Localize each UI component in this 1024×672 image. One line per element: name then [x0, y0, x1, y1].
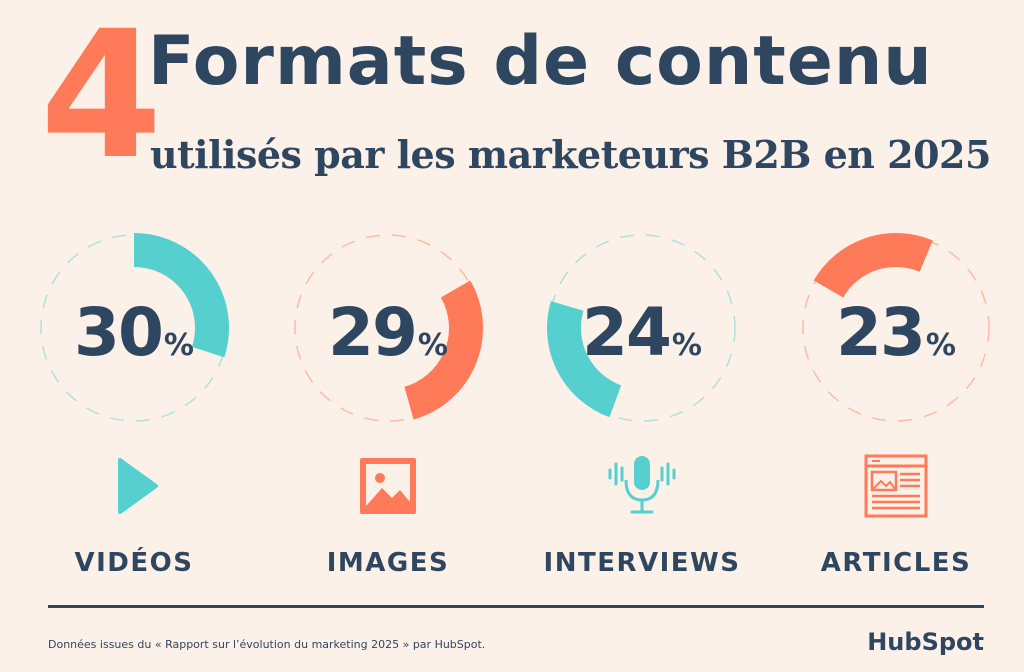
percentage-symbol: %: [926, 328, 956, 363]
microphone-icon: [606, 450, 678, 522]
category-label: IMAGES: [268, 548, 508, 578]
page-title: Formats de contenu: [148, 28, 933, 96]
donut-segment: [828, 250, 926, 289]
percentage-symbol: %: [672, 328, 702, 363]
chart-card-interviews: 24% INTERVIEWS: [522, 228, 742, 598]
chart-card-videos: 30% VIDÉOS: [14, 228, 234, 598]
source-note: Données issues du « Rapport sur l’évolut…: [48, 638, 485, 651]
hubspot-logo: HubSpot: [867, 628, 984, 656]
category-label: ARTICLES: [776, 548, 1016, 578]
percentage-number: 29: [328, 294, 416, 371]
percentage-value: 23%: [776, 294, 1016, 371]
image-icon: [352, 450, 424, 522]
chart-card-articles: 23% ARTICLES: [776, 228, 996, 598]
chart-card-images: 29% IMAGES: [268, 228, 488, 598]
percentage-symbol: %: [418, 328, 448, 363]
percentage-number: 24: [582, 294, 670, 371]
category-label: VIDÉOS: [14, 548, 254, 578]
play-icon: [98, 450, 170, 522]
divider: [48, 605, 984, 608]
percentage-symbol: %: [164, 328, 194, 363]
headline-number: 4: [40, 8, 158, 184]
percentage-value: 29%: [268, 294, 508, 371]
percentage-number: 30: [74, 294, 162, 371]
page-subtitle: utilisés par les marketeurs B2B en 2025: [150, 136, 991, 174]
percentage-value: 30%: [14, 294, 254, 371]
category-label: INTERVIEWS: [522, 548, 762, 578]
percentage-number: 23: [836, 294, 924, 371]
percentage-value: 24%: [522, 294, 762, 371]
article-icon: [860, 450, 932, 522]
